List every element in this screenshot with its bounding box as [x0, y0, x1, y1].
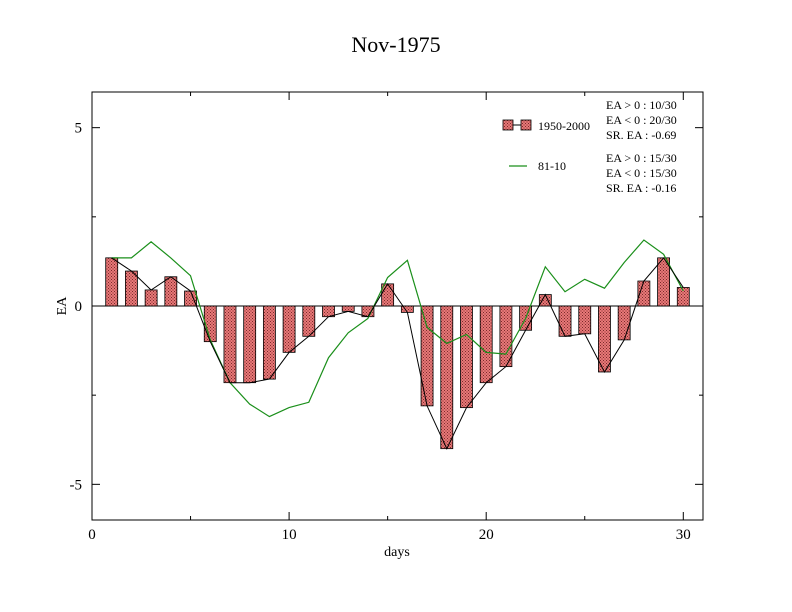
series-line-1950-2000	[111, 257, 684, 450]
stat-line: SR. EA : -0.16	[606, 181, 677, 195]
series-line-81-10	[111, 239, 684, 418]
bar	[203, 305, 217, 343]
stat-line: EA < 0 : 20/30	[606, 113, 677, 127]
stat-line: EA > 0 : 10/30	[606, 98, 677, 112]
bar	[282, 305, 296, 353]
bar	[598, 305, 611, 373]
x-tick-label: 10	[282, 527, 297, 543]
x-tick-label: 30	[676, 527, 691, 543]
bar	[558, 305, 572, 337]
bar	[341, 305, 355, 312]
bar	[164, 276, 178, 307]
bar	[420, 305, 434, 407]
bar	[617, 305, 631, 341]
stat-line: EA < 0 : 15/30	[606, 166, 677, 180]
bar	[125, 270, 138, 307]
bar	[105, 257, 119, 307]
bar	[440, 305, 454, 450]
bar	[243, 305, 257, 384]
legend-swatch-1950-2000-left	[502, 119, 514, 131]
bar	[499, 305, 513, 368]
bar	[223, 305, 237, 384]
x-tick-label: 20	[479, 527, 494, 543]
stat-line: SR. EA : -0.69	[606, 128, 677, 142]
y-tick-label: -5	[70, 477, 83, 493]
legend-label-81-10: 81-10	[538, 159, 566, 173]
stat-line: EA > 0 : 15/30	[606, 151, 677, 165]
bar	[479, 305, 493, 384]
y-tick-label: 5	[75, 121, 83, 137]
bar	[460, 305, 473, 409]
bar	[144, 289, 158, 307]
bar	[578, 305, 592, 335]
stats-81-10: EA > 0 : 15/30 EA < 0 : 15/30 SR. EA : -…	[606, 151, 677, 196]
x-axis-label: days	[384, 545, 410, 560]
y-axis-label: EA	[55, 296, 70, 316]
stats-1950-2000: EA > 0 : 10/30 EA < 0 : 20/30 SR. EA : -…	[606, 98, 677, 143]
bar	[184, 290, 197, 307]
bar	[262, 305, 276, 380]
chart-title: Nov-1975	[351, 32, 441, 57]
legend-label-1950-2000: 1950-2000	[538, 119, 590, 133]
x-tick-label: 0	[88, 527, 96, 543]
y-tick-label: 0	[75, 299, 83, 315]
legend-swatch-1950-2000-right	[520, 119, 532, 131]
